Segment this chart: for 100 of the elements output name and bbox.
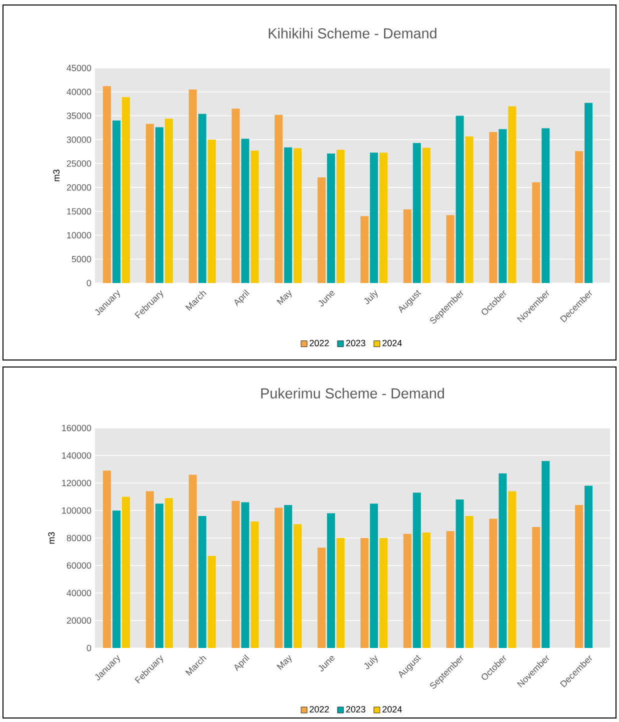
bar	[584, 486, 593, 648]
bar	[232, 500, 240, 648]
y-tick-label: 15000	[67, 208, 92, 215]
bar	[489, 518, 498, 648]
bar	[575, 505, 584, 648]
y-tick-label: 100000	[62, 507, 92, 514]
y-tick-label: 35000	[66, 112, 92, 119]
y-tick-label: 30000	[66, 136, 92, 143]
bar	[188, 90, 197, 284]
bar	[164, 498, 173, 648]
y-tick-label: 160000	[62, 424, 92, 432]
legend-label: 2024	[382, 706, 402, 712]
x-tick-label: July	[364, 655, 378, 670]
y-tick-label: 40000	[66, 88, 92, 96]
bar	[294, 148, 302, 284]
legend-label: 2023	[346, 706, 366, 712]
x-tick-label: July	[364, 290, 378, 304]
bar	[508, 106, 516, 284]
bar	[360, 216, 368, 284]
bar	[456, 500, 464, 648]
bar	[370, 152, 378, 284]
bar	[498, 473, 507, 648]
bar	[164, 118, 173, 284]
chart-title: Pukerimu Scheme - Demand	[261, 388, 444, 398]
legend-label: 2023	[346, 340, 366, 346]
bar	[318, 548, 326, 648]
bar	[542, 128, 550, 284]
bar	[403, 209, 412, 284]
y-axis-title: m3	[53, 170, 60, 182]
chart-title: Kihikihi Scheme - Demand	[268, 28, 436, 38]
legend-label: 2022	[310, 706, 329, 712]
bar	[146, 124, 154, 284]
y-tick-label: 140000	[62, 452, 92, 459]
bar	[274, 114, 283, 284]
y-tick-label: 80000	[66, 534, 92, 542]
bar	[336, 150, 345, 284]
bar	[446, 215, 454, 284]
bar	[532, 182, 540, 284]
legend-label: 2024	[382, 340, 402, 346]
y-tick-label: 120000	[62, 480, 92, 486]
bar	[208, 556, 216, 648]
bar	[112, 120, 120, 284]
legend-label: 2022	[310, 340, 329, 346]
bar	[250, 522, 259, 648]
bar	[412, 143, 421, 284]
bar	[379, 152, 388, 284]
x-tick-label: May	[276, 290, 292, 305]
y-tick-label: 20000	[66, 617, 92, 624]
y-tick-label: 0	[86, 280, 92, 286]
bar	[318, 177, 326, 284]
y-tick-label: 5000	[72, 256, 92, 262]
bar	[465, 516, 474, 648]
bar	[232, 108, 240, 284]
x-tick-label: May	[276, 655, 292, 670]
bar	[422, 532, 430, 648]
bar	[122, 97, 130, 284]
bar	[188, 474, 197, 648]
bar	[146, 491, 154, 648]
bar	[446, 531, 454, 648]
bar	[274, 508, 283, 648]
bar	[250, 150, 259, 284]
y-tick-label: 10000	[67, 232, 92, 238]
bar	[241, 502, 250, 648]
bar	[456, 116, 464, 284]
bar	[122, 496, 130, 648]
bar	[198, 114, 206, 284]
bar	[575, 151, 584, 284]
bar	[155, 504, 164, 648]
bar	[327, 154, 336, 284]
bar	[422, 148, 430, 284]
bar	[155, 127, 164, 284]
bar	[102, 86, 111, 284]
bar	[327, 513, 336, 648]
bar	[208, 140, 216, 284]
bar	[465, 136, 474, 284]
bar	[542, 461, 550, 648]
bar	[284, 505, 292, 648]
y-tick-label: 0	[86, 644, 92, 652]
bar	[532, 527, 540, 648]
bar	[403, 534, 412, 648]
bar	[198, 516, 206, 648]
bar	[498, 129, 507, 284]
bar	[336, 538, 345, 648]
bar	[379, 538, 388, 648]
y-tick-label: 45000	[66, 64, 92, 72]
bar	[294, 524, 302, 648]
y-axis-title: m3	[48, 532, 55, 544]
bar	[112, 510, 120, 648]
bar	[489, 132, 498, 284]
bar	[508, 491, 516, 648]
y-tick-label: 20000	[66, 184, 92, 191]
bar	[584, 102, 593, 284]
bar	[284, 147, 292, 284]
bar	[102, 470, 111, 648]
bar	[370, 504, 378, 648]
y-tick-label: 40000	[66, 590, 92, 596]
bar	[412, 492, 421, 648]
bar	[241, 138, 250, 284]
bar	[360, 538, 368, 648]
y-tick-label: 60000	[66, 562, 92, 569]
